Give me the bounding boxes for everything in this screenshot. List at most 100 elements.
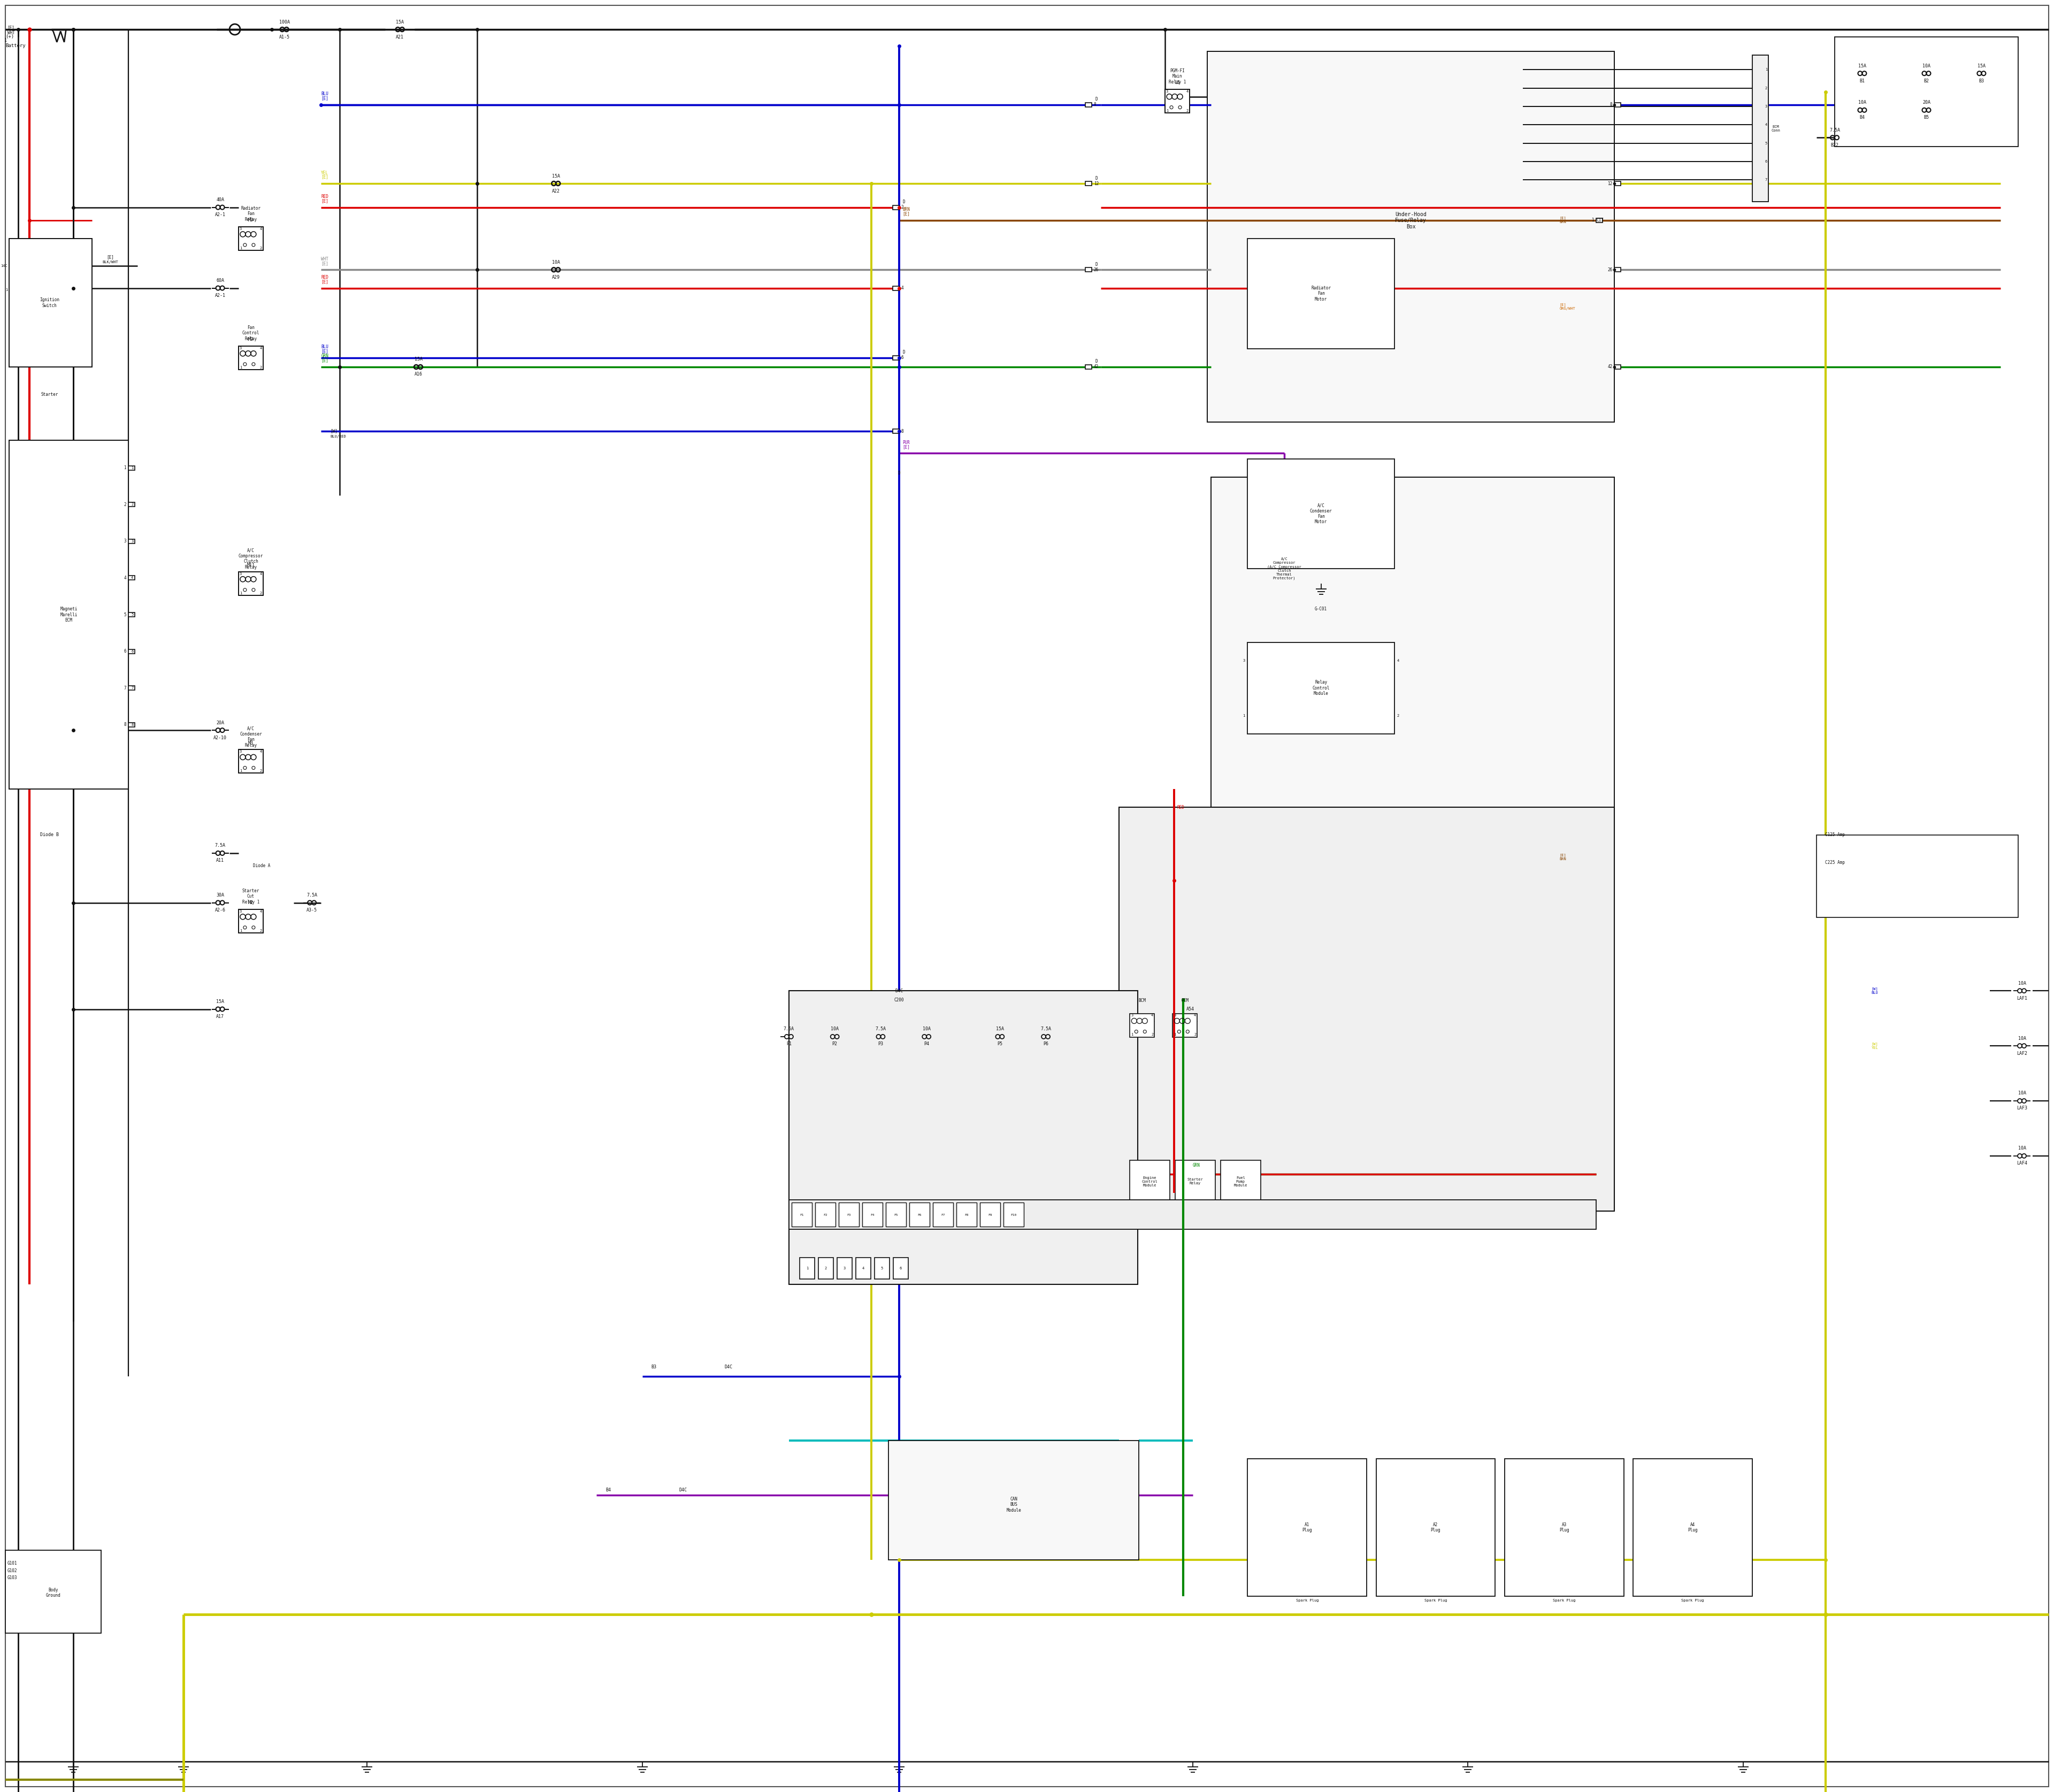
Text: 2: 2 — [261, 928, 263, 932]
Text: P1: P1 — [787, 1041, 791, 1047]
Bar — [791, 1202, 811, 1228]
Text: D4C: D4C — [678, 1487, 686, 1493]
Text: [W]
YEL: [W] YEL — [1871, 1043, 1877, 1050]
Bar — [238, 572, 263, 595]
Text: 6: 6 — [131, 650, 134, 652]
Text: 2: 2 — [261, 366, 263, 369]
Text: 2: 2 — [1764, 86, 1766, 90]
Text: F8: F8 — [965, 1213, 969, 1217]
Text: A2-1: A2-1 — [216, 213, 226, 217]
Text: 30A: 30A — [216, 892, 224, 898]
Text: Spark Plug: Spark Plug — [1423, 1598, 1446, 1602]
Text: 1: 1 — [1243, 713, 1245, 717]
Text: [E]: [E] — [320, 95, 329, 100]
Text: 4: 4 — [261, 572, 263, 575]
Text: 1: 1 — [805, 1267, 807, 1271]
Text: CAN
BUS
Module: CAN BUS Module — [1006, 1496, 1021, 1512]
Bar — [129, 613, 136, 616]
Bar — [8, 441, 129, 788]
Bar — [1119, 808, 1614, 1211]
Text: A3
Plug: A3 Plug — [1559, 1521, 1569, 1532]
Bar — [893, 355, 900, 360]
Text: 10A: 10A — [922, 1027, 930, 1032]
Text: A1
Plug: A1 Plug — [1302, 1521, 1313, 1532]
Text: 15A: 15A — [1859, 63, 1867, 68]
Text: A29: A29 — [553, 274, 561, 280]
Text: D4C: D4C — [896, 989, 904, 993]
Text: G101: G101 — [8, 1561, 16, 1566]
Bar — [885, 1202, 906, 1228]
Text: 20A: 20A — [1923, 100, 1931, 106]
Text: LAF1: LAF1 — [2017, 996, 2027, 1000]
Text: 5: 5 — [881, 1267, 883, 1271]
Text: [E]: [E] — [320, 174, 329, 179]
Text: 8: 8 — [902, 428, 904, 434]
Text: 3: 3 — [240, 910, 242, 914]
Text: A54: A54 — [1185, 1007, 1193, 1011]
Text: 10A: 10A — [830, 1027, 838, 1032]
Text: 3: 3 — [1764, 104, 1766, 108]
Text: 26: 26 — [1095, 267, 1099, 272]
Text: [E]: [E] — [8, 25, 14, 30]
Bar — [1247, 238, 1395, 349]
Text: [E]: [E] — [107, 254, 113, 260]
Bar — [1247, 459, 1395, 568]
Text: RED: RED — [320, 194, 329, 199]
Bar — [1834, 36, 2019, 147]
Bar — [893, 1258, 908, 1279]
Text: 8: 8 — [1095, 102, 1097, 108]
Text: 2: 2 — [1150, 1034, 1154, 1036]
Text: 15A: 15A — [1978, 63, 1986, 68]
Text: B3: B3 — [651, 1364, 657, 1369]
Text: [E]
BRN: [E] BRN — [1559, 217, 1567, 224]
Text: D: D — [1095, 358, 1097, 364]
Text: 1: 1 — [4, 38, 6, 43]
Text: 7.5A: 7.5A — [1041, 1027, 1052, 1032]
Bar — [980, 1202, 1000, 1228]
Bar — [863, 1202, 883, 1228]
Text: 15A: 15A — [396, 20, 405, 25]
Text: 4: 4 — [261, 346, 263, 349]
Text: 2: 2 — [902, 204, 904, 210]
Text: Under-Hood
Fuse/Relay
Box: Under-Hood Fuse/Relay Box — [1395, 211, 1428, 229]
Bar — [238, 909, 263, 934]
Text: BLU/RED: BLU/RED — [331, 435, 347, 439]
Bar — [1175, 1159, 1216, 1202]
Text: C125 Amp: C125 Amp — [1824, 833, 1844, 837]
Text: F5: F5 — [893, 1213, 898, 1217]
Text: 26: 26 — [1608, 267, 1612, 272]
Bar — [799, 1258, 815, 1279]
Text: 10A: 10A — [1859, 100, 1867, 106]
Text: WHT: WHT — [8, 30, 14, 36]
Text: GRN: GRN — [320, 353, 329, 358]
Bar — [875, 1258, 889, 1279]
Bar — [129, 466, 136, 470]
Text: [E]: [E] — [902, 444, 910, 450]
Text: B3: B3 — [1978, 79, 1984, 82]
Text: L5: L5 — [1175, 81, 1179, 86]
Text: G103: G103 — [8, 1575, 16, 1581]
Text: 20A: 20A — [216, 720, 224, 726]
Text: 3: 3 — [240, 751, 242, 753]
Text: Starter
Relay: Starter Relay — [1187, 1177, 1204, 1185]
Text: 7.5A: 7.5A — [216, 844, 226, 848]
Text: Magneti
Marelli
ECM: Magneti Marelli ECM — [60, 607, 78, 622]
Text: A22: A22 — [553, 188, 561, 194]
Text: B1: B1 — [1859, 79, 1865, 82]
Text: A/C
Condenser
Fan
Relay: A/C Condenser Fan Relay — [240, 726, 263, 747]
Text: 6: 6 — [123, 649, 125, 654]
Text: A2-6: A2-6 — [216, 909, 226, 912]
Bar — [1247, 642, 1395, 735]
Text: P4: P4 — [924, 1041, 928, 1047]
Text: D: D — [1095, 176, 1097, 181]
Text: A11: A11 — [216, 858, 224, 864]
Bar — [1085, 181, 1091, 186]
Text: A2
Plug: A2 Plug — [1432, 1521, 1440, 1532]
Text: P5: P5 — [998, 1041, 1002, 1047]
Text: A/C
Compressor
(A/C Compressor
Clutch
Thermal
Protector): A/C Compressor (A/C Compressor Clutch Th… — [1267, 557, 1302, 581]
Bar — [1173, 1014, 1197, 1038]
Text: 7.5A: 7.5A — [875, 1027, 885, 1032]
Text: BLU: BLU — [320, 91, 329, 97]
Text: Diode A: Diode A — [253, 864, 271, 869]
Text: 60A: 60A — [216, 278, 224, 283]
